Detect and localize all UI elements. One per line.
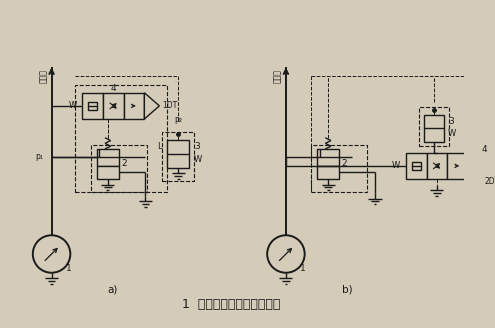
Bar	[317, 166, 340, 179]
Polygon shape	[145, 93, 159, 119]
Bar	[406, 153, 427, 179]
Text: b): b)	[342, 285, 352, 295]
Bar	[427, 153, 447, 179]
Bar	[167, 140, 190, 168]
Bar	[311, 145, 367, 192]
Text: 2: 2	[121, 159, 127, 169]
Text: 行系统: 行系统	[273, 70, 282, 83]
Bar	[97, 166, 119, 179]
Text: 4: 4	[110, 84, 116, 92]
Text: p₂: p₂	[174, 114, 182, 124]
Text: W: W	[392, 161, 400, 170]
Text: W: W	[69, 101, 77, 111]
Text: p₁: p₁	[35, 152, 43, 161]
Bar	[124, 93, 145, 119]
Text: W: W	[448, 129, 456, 138]
Text: a): a)	[107, 285, 118, 295]
Text: 3: 3	[194, 142, 200, 151]
Circle shape	[267, 235, 305, 273]
Text: 1: 1	[300, 264, 306, 274]
Text: 4: 4	[482, 145, 488, 154]
Circle shape	[33, 235, 70, 273]
Text: 1  双溢流阀式二级调压回路: 1 双溢流阀式二级调压回路	[182, 298, 281, 311]
Text: 1: 1	[65, 264, 71, 274]
Bar	[88, 102, 98, 110]
Bar	[97, 149, 119, 166]
Bar	[83, 93, 103, 119]
Text: 2DT: 2DT	[485, 177, 495, 186]
Bar	[317, 149, 340, 166]
Polygon shape	[468, 153, 481, 179]
Bar	[91, 145, 147, 192]
Bar	[162, 132, 194, 181]
Text: 2: 2	[341, 159, 347, 169]
Text: 行系统: 行系统	[39, 70, 48, 83]
Bar	[103, 93, 124, 119]
Text: 1DT: 1DT	[162, 101, 177, 111]
Bar	[447, 153, 468, 179]
Bar	[411, 162, 421, 170]
Bar	[419, 107, 449, 146]
Bar	[75, 85, 167, 192]
Text: W: W	[194, 155, 202, 164]
Text: L: L	[157, 142, 162, 151]
Bar	[424, 115, 445, 141]
Text: 3: 3	[448, 117, 454, 126]
